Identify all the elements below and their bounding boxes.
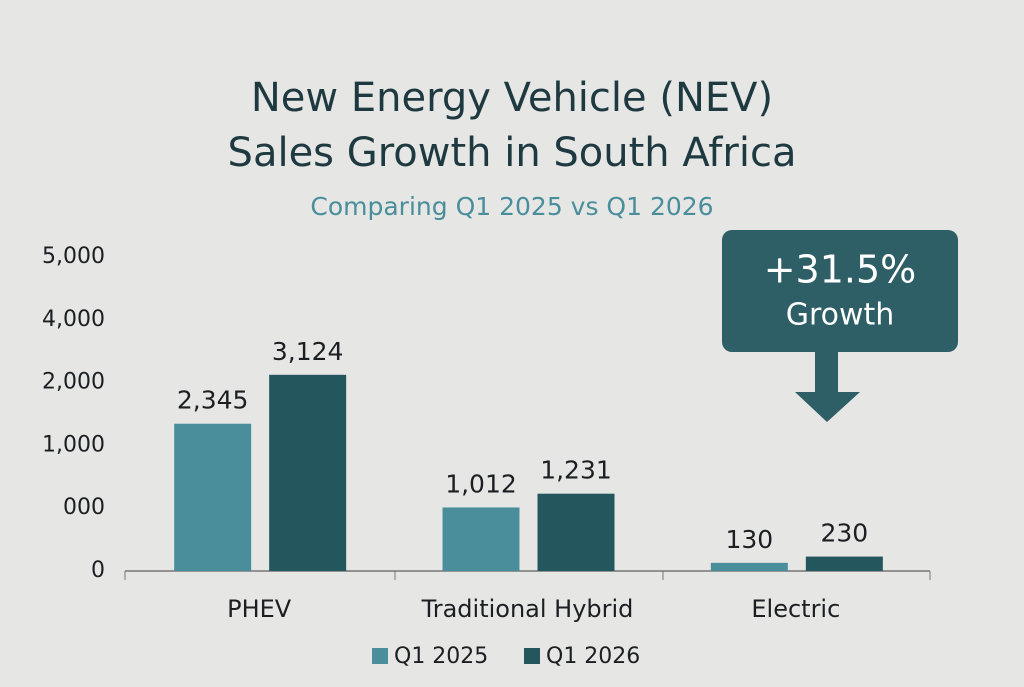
bar <box>537 493 615 571</box>
y-tick-label: 2,000 <box>42 370 105 395</box>
x-tick-label: Electric <box>751 595 840 623</box>
y-tick-label: 0 <box>91 558 105 583</box>
chart-subtitle: Comparing Q1 2025 vs Q1 2026 <box>310 192 713 221</box>
x-tick-label: Traditional Hybrid <box>421 595 634 623</box>
value-label: 3,124 <box>272 337 344 366</box>
bar <box>174 423 252 571</box>
value-label: 1,012 <box>445 469 517 498</box>
callout-arrow <box>795 352 860 422</box>
bar <box>710 562 788 571</box>
value-label: 1,231 <box>540 456 612 485</box>
bar <box>442 507 520 571</box>
legend-swatch <box>372 648 388 664</box>
annotation-text: +31.5% <box>764 248 917 292</box>
callout-box <box>722 230 958 352</box>
value-label: 230 <box>820 519 868 548</box>
y-tick-label: 000 <box>63 495 105 520</box>
chart-title: Sales Growth in South Africa <box>228 130 797 176</box>
chart-title: New Energy Vehicle (NEV) <box>251 75 773 121</box>
bar <box>805 556 883 571</box>
x-tick-label: PHEV <box>227 595 292 623</box>
legend-swatch <box>524 648 540 664</box>
legend-label: Q1 2026 <box>546 644 640 669</box>
bar <box>269 374 347 571</box>
y-tick-label: 1,000 <box>42 432 105 457</box>
annotation-subtext: Growth <box>786 298 895 333</box>
value-label: 2,345 <box>177 386 249 415</box>
annotation: +31.5% Growth <box>722 230 958 422</box>
y-tick-label: 5,000 <box>42 244 105 269</box>
legend-label: Q1 2025 <box>394 644 488 669</box>
value-label: 130 <box>725 525 773 554</box>
y-tick-label: 4,000 <box>42 307 105 332</box>
